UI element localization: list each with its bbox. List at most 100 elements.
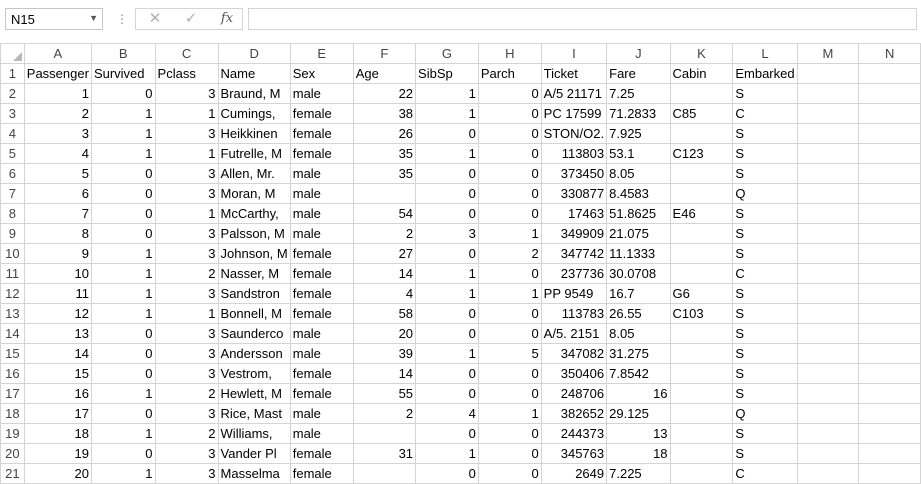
cell-g9[interactable]: 3 <box>415 223 479 244</box>
cell-a14[interactable]: 13 <box>23 323 92 344</box>
cell-c19[interactable]: 2 <box>154 423 219 444</box>
cell-h6[interactable]: 0 <box>477 163 542 184</box>
cell-e12[interactable]: female <box>289 283 354 304</box>
cell-k5[interactable]: C123 <box>669 143 734 164</box>
cell-m6[interactable] <box>796 163 860 184</box>
cell-e6[interactable]: male <box>289 163 354 184</box>
cell-f21[interactable] <box>352 463 417 484</box>
cell-m8[interactable] <box>796 203 860 224</box>
cell-n9[interactable] <box>858 223 921 244</box>
cell-l11[interactable]: C <box>732 263 798 284</box>
cell-b18[interactable]: 0 <box>90 403 156 424</box>
cell-h3[interactable]: 0 <box>477 103 542 124</box>
cell-d21[interactable]: Masselma <box>217 463 291 484</box>
cell-k14[interactable] <box>669 323 734 344</box>
cell-n12[interactable] <box>858 283 921 304</box>
cell-c7[interactable]: 3 <box>154 183 219 204</box>
cell-a11[interactable]: 10 <box>23 263 92 284</box>
cell-h19[interactable]: 0 <box>477 423 542 444</box>
cell-c12[interactable]: 3 <box>154 283 219 304</box>
cell-e19[interactable]: male <box>289 423 354 444</box>
cell-i3[interactable]: PC 17599 <box>540 103 608 124</box>
cell-j1[interactable]: Fare <box>606 63 671 84</box>
cell-h13[interactable]: 0 <box>477 303 542 324</box>
cell-d9[interactable]: Palsson, M <box>217 223 291 244</box>
cell-k18[interactable] <box>669 403 734 424</box>
row-header[interactable]: 1 <box>0 63 25 84</box>
cell-d15[interactable]: Andersson <box>217 343 291 364</box>
cell-j13[interactable]: 26.55 <box>606 303 671 324</box>
cell-l16[interactable]: S <box>732 363 798 384</box>
cell-h10[interactable]: 2 <box>477 243 542 264</box>
cell-h1[interactable]: Parch <box>477 63 542 84</box>
column-header-i[interactable]: I <box>540 43 608 64</box>
cell-m2[interactable] <box>796 83 860 104</box>
cell-a10[interactable]: 9 <box>23 243 92 264</box>
column-header-h[interactable]: H <box>477 43 542 64</box>
row-header[interactable]: 7 <box>0 183 25 204</box>
cell-g20[interactable]: 1 <box>415 443 479 464</box>
row-header[interactable]: 16 <box>0 363 25 384</box>
cell-a13[interactable]: 12 <box>23 303 92 324</box>
cell-b8[interactable]: 0 <box>90 203 156 224</box>
cell-j6[interactable]: 8.05 <box>606 163 671 184</box>
cell-d13[interactable]: Bonnell, M <box>217 303 291 324</box>
cell-b14[interactable]: 0 <box>90 323 156 344</box>
cell-f15[interactable]: 39 <box>352 343 417 364</box>
cell-n3[interactable] <box>858 103 921 124</box>
row-header[interactable]: 12 <box>0 283 25 304</box>
cell-l6[interactable]: S <box>732 163 798 184</box>
cell-c14[interactable]: 3 <box>154 323 219 344</box>
cell-d19[interactable]: Williams, <box>217 423 291 444</box>
column-header-m[interactable]: M <box>796 43 860 64</box>
cell-h16[interactable]: 0 <box>477 363 542 384</box>
cell-a8[interactable]: 7 <box>23 203 92 224</box>
cell-i1[interactable]: Ticket <box>540 63 608 84</box>
cell-a18[interactable]: 17 <box>23 403 92 424</box>
cell-f20[interactable]: 31 <box>352 443 417 464</box>
cell-i9[interactable]: 349909 <box>540 223 608 244</box>
cell-d6[interactable]: Allen, Mr. <box>217 163 291 184</box>
row-header[interactable]: 9 <box>0 223 25 244</box>
cell-j18[interactable]: 29.125 <box>606 403 671 424</box>
cell-a19[interactable]: 18 <box>23 423 92 444</box>
cell-i5[interactable]: 113803 <box>540 143 608 164</box>
cell-c9[interactable]: 3 <box>154 223 219 244</box>
cell-l8[interactable]: S <box>732 203 798 224</box>
cell-f1[interactable]: Age <box>352 63 417 84</box>
row-header[interactable]: 15 <box>0 343 25 364</box>
cell-g1[interactable]: SibSp <box>415 63 479 84</box>
cell-l15[interactable]: S <box>732 343 798 364</box>
cell-f3[interactable]: 38 <box>352 103 417 124</box>
cell-n5[interactable] <box>858 143 921 164</box>
cell-a5[interactable]: 4 <box>23 143 92 164</box>
chevron-down-icon[interactable]: ▼ <box>89 13 98 23</box>
cell-i7[interactable]: 330877 <box>540 183 608 204</box>
cell-m3[interactable] <box>796 103 860 124</box>
cell-f16[interactable]: 14 <box>352 363 417 384</box>
cell-i4[interactable]: STON/O2. <box>540 123 608 144</box>
cell-g8[interactable]: 0 <box>415 203 479 224</box>
row-header[interactable]: 8 <box>0 203 25 224</box>
cell-d14[interactable]: Saunderco <box>217 323 291 344</box>
cell-l7[interactable]: Q <box>732 183 798 204</box>
cell-h12[interactable]: 1 <box>477 283 542 304</box>
cell-b6[interactable]: 0 <box>90 163 156 184</box>
cell-g21[interactable]: 0 <box>415 463 479 484</box>
cell-k11[interactable] <box>669 263 734 284</box>
cell-c1[interactable]: Pclass <box>154 63 219 84</box>
row-header[interactable]: 18 <box>0 403 25 424</box>
cell-g11[interactable]: 1 <box>415 263 479 284</box>
cell-g2[interactable]: 1 <box>415 83 479 104</box>
cell-e3[interactable]: female <box>289 103 354 124</box>
cell-c18[interactable]: 3 <box>154 403 219 424</box>
cell-e14[interactable]: male <box>289 323 354 344</box>
cell-j5[interactable]: 53.1 <box>606 143 671 164</box>
cell-n1[interactable] <box>858 63 921 84</box>
cell-f19[interactable] <box>352 423 417 444</box>
cell-i6[interactable]: 373450 <box>540 163 608 184</box>
cell-g3[interactable]: 1 <box>415 103 479 124</box>
cell-d3[interactable]: Cumings, <box>217 103 291 124</box>
cell-k21[interactable] <box>669 463 734 484</box>
column-header-f[interactable]: F <box>352 43 417 64</box>
